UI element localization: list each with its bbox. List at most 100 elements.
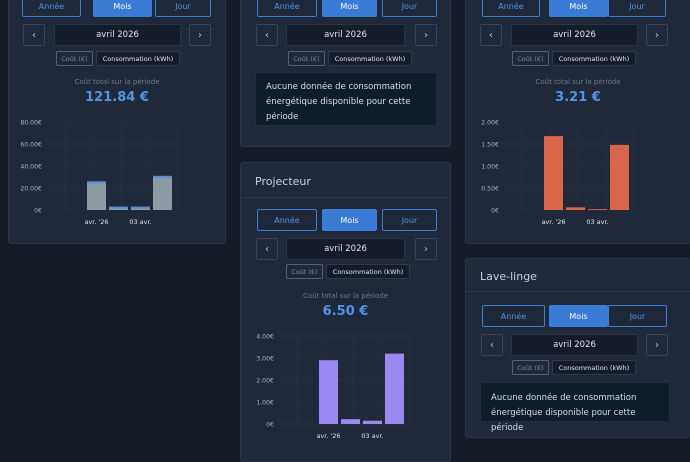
bar [153,175,172,210]
x-tick-label: 03 avr. [129,218,151,226]
period-day-button[interactable]: Jour [155,0,211,17]
next-period-button[interactable]: › [646,334,668,356]
cost-toggle[interactable]: Coût (€) [288,51,325,66]
card-header-divider [241,197,450,198]
date-display: avril 2026 [286,238,405,260]
cost-total-label: Coût total sur la période [535,78,621,86]
energy-card-1: Année Mois Jour ‹ avril 2026 › Coût (€) … [8,0,226,244]
next-period-button[interactable]: › [189,24,211,46]
chevron-left-icon: ‹ [265,243,269,255]
energy-card-lave-linge: Lave-linge Année Mois Jour ‹ avril 2026 … [465,258,690,438]
energy-toggle[interactable]: Consommation (kWh) [552,360,636,375]
card-title: Lave-linge [480,270,537,283]
prev-period-button[interactable]: ‹ [256,238,278,260]
y-tick-label: 60.00€ [20,142,42,149]
period-month-button[interactable]: Mois [549,305,608,327]
period-year-button[interactable]: Année [22,0,81,17]
period-month-button[interactable]: Mois [549,0,608,17]
y-tick-label: 20.00€ [20,186,42,193]
y-tick-label: 0€ [266,422,274,429]
date-display: avril 2026 [54,24,181,46]
bar-cap [131,206,150,209]
next-period-button[interactable]: › [646,24,668,46]
chevron-right-icon: › [424,29,428,41]
bar [566,207,585,210]
bar [341,419,360,424]
cost-toggle[interactable]: Coût (€) [286,264,323,279]
period-year-button[interactable]: Année [257,0,317,17]
cost-chart: 0€ 20.00€ 40.00€ 60.00€ 80.00€ avr. '26 03 avr… [20,120,178,226]
bar [588,209,607,210]
energy-card-projecteur: Projecteur Année Mois Jour ‹ avril 2026 … [240,162,451,462]
bar [385,353,404,424]
date-display: avril 2026 [511,334,638,356]
x-tick-label: 03 avr. [586,218,608,226]
period-day-button[interactable]: Jour [382,0,437,17]
period-year-button[interactable]: Année [257,209,317,231]
prev-period-button[interactable]: ‹ [481,334,503,356]
x-tick-label: avr. '26 [84,218,108,226]
card-header-divider [466,291,690,292]
y-tick-label: 1.00€ [481,164,499,171]
period-month-button[interactable]: Mois [322,0,377,17]
cost-chart: 0€ 0.50€ 1.00€ 1.50€ 2.00€ avr. '26 03 avr. [481,120,635,226]
date-display: avril 2026 [511,24,638,46]
bar [363,420,382,424]
no-data-message: Aucune donnée de consommation énergétiqu… [480,382,670,433]
y-tick-label: 1.00€ [256,400,274,407]
bar-cap [87,181,106,184]
period-year-button[interactable]: Année [482,0,540,17]
cost-total-label: Coût total sur la période [74,78,160,86]
cost-total-value: 6.50 € [322,304,369,319]
chevron-right-icon: › [424,243,428,255]
no-data-message: Aucune donnée de consommation énergétiqu… [255,72,437,126]
bar [610,144,629,210]
cost-toggle[interactable]: Coût (€) [512,360,549,375]
chevron-right-icon: › [655,29,659,41]
bar [544,136,563,210]
energy-toggle[interactable]: Consommation (kWh) [552,51,636,66]
period-day-button[interactable]: Jour [608,305,667,327]
cost-toggle[interactable]: Coût (€) [56,51,93,66]
card-title: Projecteur [255,175,311,188]
x-tick-label: 03 avr. [361,432,383,440]
y-tick-label: 1.50€ [481,142,499,149]
date-display: avril 2026 [286,24,405,46]
energy-toggle[interactable]: Consommation (kWh) [328,51,412,66]
period-year-button[interactable]: Année [482,305,545,327]
chevron-left-icon: ‹ [490,339,494,351]
period-day-button[interactable]: Jour [608,0,666,17]
x-tick-label: avr. '26 [316,432,340,440]
bar-cap [153,175,172,178]
bar-cap [109,206,128,209]
y-tick-label: 2.00€ [481,120,499,127]
prev-period-button[interactable]: ‹ [480,24,502,46]
y-tick-label: 4.00€ [256,334,274,341]
y-tick-label: 2.00€ [256,378,274,385]
energy-toggle[interactable]: Consommation (kWh) [96,51,180,66]
prev-period-button[interactable]: ‹ [256,24,278,46]
x-tick-label: avr. '26 [541,218,565,226]
y-tick-label: 40.00€ [20,164,42,171]
chevron-right-icon: › [655,339,659,351]
prev-period-button[interactable]: ‹ [23,24,45,46]
chevron-left-icon: ‹ [489,29,493,41]
energy-card-2: Année Mois Jour ‹ avril 2026 › Coût (€) … [240,0,451,147]
cost-total-value: 121.84 € [85,90,149,105]
y-tick-label: 0€ [491,208,499,215]
period-day-button[interactable]: Jour [382,209,437,231]
period-month-button[interactable]: Mois [93,0,152,17]
period-month-button[interactable]: Mois [322,209,377,231]
energy-toggle[interactable]: Consommation (kWh) [326,264,410,279]
energy-card-3: Année Mois Jour ‹ avril 2026 › Coût (€) … [465,0,690,244]
cost-total-label: Coût total sur la période [302,292,389,300]
cost-toggle[interactable]: Coût (€) [512,51,549,66]
bar [319,360,338,424]
y-tick-label: 0€ [34,208,42,215]
y-tick-label: 3.00€ [256,356,274,363]
bar [87,181,106,210]
cost-total-value: 3.21 € [555,90,601,105]
next-period-button[interactable]: › [415,24,437,46]
next-period-button[interactable]: › [415,238,437,260]
chevron-left-icon: ‹ [265,29,269,41]
